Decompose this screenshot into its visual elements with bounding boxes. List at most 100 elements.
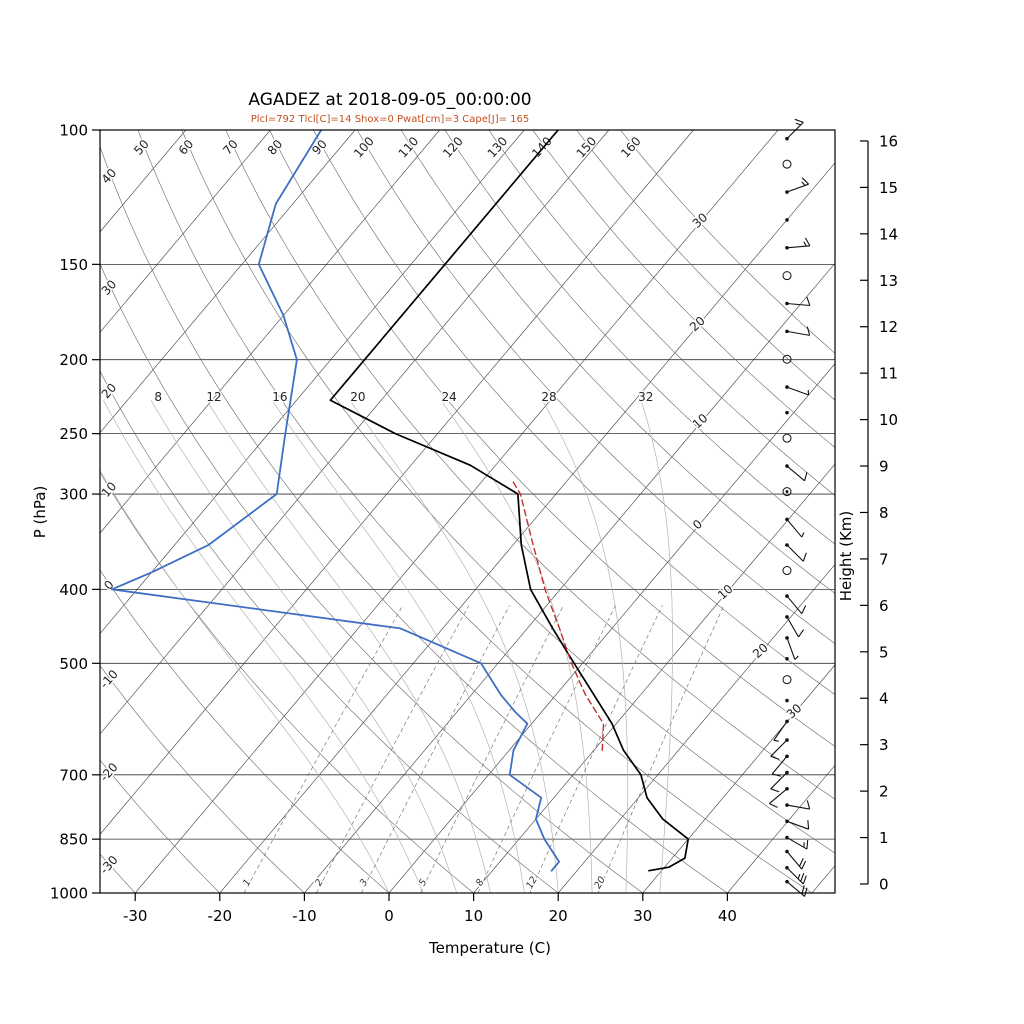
isotherm-line xyxy=(100,130,610,735)
wind-barb-shaft xyxy=(786,330,810,336)
wind-barb-shaft xyxy=(786,245,810,249)
moist-adiabat-line xyxy=(271,400,525,893)
isotherm-line xyxy=(557,563,835,893)
sounding-curves-layer xyxy=(110,130,690,872)
moist-adiabat-label: 20 xyxy=(350,390,365,404)
wind-barb-half-tick xyxy=(801,532,805,538)
calm-wind-center-dot xyxy=(785,490,789,493)
wind-barb-shaft xyxy=(786,519,803,538)
wind-barb-full-tick xyxy=(772,773,782,777)
dry-adiabat-line xyxy=(100,145,728,893)
chart-title: AGADEZ at 2018-09-05_00:00:00 xyxy=(248,90,531,110)
wind-barb-shaft xyxy=(786,183,809,193)
pressure-tick-label: 400 xyxy=(59,581,88,599)
wind-barb-full-tick xyxy=(800,872,805,882)
isotherm-line xyxy=(100,130,271,333)
mixing-ratio-line xyxy=(360,605,510,893)
wind-barb-shaft xyxy=(786,851,803,870)
wind-barb-full-tick xyxy=(770,755,780,760)
dry-adiabat-label: 130 xyxy=(485,134,511,160)
dry-adiabat-label: -20 xyxy=(97,760,121,784)
dry-adiabat-line xyxy=(269,130,835,747)
isotherm-line xyxy=(100,130,187,233)
wind-barb-full-tick xyxy=(794,118,804,123)
wind-barb-shaft xyxy=(786,881,805,897)
height-tick-label: 3 xyxy=(879,736,889,754)
dry-adiabat-line xyxy=(444,130,835,545)
calm-wind-circle xyxy=(782,433,792,443)
plot-frame xyxy=(99,129,836,894)
pressure-tick-label: 150 xyxy=(59,256,88,274)
pressure-axis-label: P (hPa) xyxy=(31,486,49,539)
moist-adiabat-label: 28 xyxy=(541,390,556,404)
moist-adiabat-label: 16 xyxy=(272,390,287,404)
height-tick-label: 4 xyxy=(879,690,889,708)
height-tick-label: 14 xyxy=(879,225,898,243)
moist-adiabat-line xyxy=(206,400,491,893)
wind-barb-shaft xyxy=(770,739,788,757)
wind-barb-shaft xyxy=(786,386,809,396)
dry-adiabat-label: 70 xyxy=(220,137,241,158)
pressure-tick-label: 1000 xyxy=(50,885,88,903)
dry-adiabat-line xyxy=(100,263,643,893)
dry-adiabat-line xyxy=(100,370,559,893)
wind-barb-shaft xyxy=(769,788,788,805)
pressure-tick-label: 250 xyxy=(59,425,88,443)
mixing-ratio-line xyxy=(243,605,404,893)
isotherm-label: 0 xyxy=(690,517,705,533)
moist-adiabat-line xyxy=(103,400,424,893)
wind-barb-shaft xyxy=(786,616,799,638)
mixing-ratio-label: 12 xyxy=(524,875,540,891)
isotherm-line xyxy=(388,363,835,893)
moist-adiabat-line xyxy=(150,400,458,893)
dry-adiabat-label: -10 xyxy=(97,667,121,691)
isotherm-label: 30 xyxy=(690,210,711,231)
dry-adiabat-line xyxy=(488,130,835,496)
wind-barb-full-tick xyxy=(769,803,778,808)
wind-barb-shaft xyxy=(786,465,805,482)
isotherm-label: 20 xyxy=(750,640,771,661)
moist-adiabat-line xyxy=(541,400,629,893)
pressure-tick-label: 100 xyxy=(59,122,88,140)
mixing-ratio-line xyxy=(316,605,470,893)
dry-adiabat-line xyxy=(100,759,221,893)
isotherm-line xyxy=(727,764,835,893)
isotherm-label: 10 xyxy=(715,582,736,603)
isotherm-line xyxy=(100,130,525,635)
wind-barb-shaft xyxy=(786,820,809,830)
height-tick-label: 15 xyxy=(879,179,898,197)
height-tick-label: 5 xyxy=(879,643,889,661)
calm-wind-circle xyxy=(782,675,792,685)
dry-adiabat-line xyxy=(225,130,835,800)
temperature-curve xyxy=(329,130,690,872)
wind-barb-base-dot xyxy=(785,656,789,661)
wind-barb-full-tick xyxy=(802,875,807,885)
isotherm-line xyxy=(100,130,356,434)
wind-barb-base-dot xyxy=(785,410,789,415)
temperature-tick-label: -10 xyxy=(292,907,317,925)
dry-adiabat-label: 60 xyxy=(176,137,197,158)
wind-barb-full-tick xyxy=(806,800,811,810)
temperature-tick-label: 20 xyxy=(549,907,568,925)
pressure-tick-label: 500 xyxy=(59,655,88,673)
moist-adiabat-label: 12 xyxy=(206,390,221,404)
wind-barb-half-tick xyxy=(797,874,801,880)
dry-adiabat-line xyxy=(532,130,835,448)
dry-adiabat-line xyxy=(100,471,474,893)
wind-barb-full-tick xyxy=(770,788,780,793)
wind-barb-shaft xyxy=(786,302,810,307)
wind-barb-full-tick xyxy=(801,177,810,185)
dry-adiabat-line xyxy=(400,130,835,594)
dry-adiabat-line xyxy=(620,130,835,354)
dry-adiabat-label: 40 xyxy=(99,166,120,187)
moist-adiabat-line xyxy=(349,399,559,893)
wind-barb-full-tick xyxy=(806,296,811,306)
wind-barb-base-dot xyxy=(785,218,789,222)
dry-adiabat-label: 20 xyxy=(99,381,120,402)
wind-barb-half-tick xyxy=(773,739,779,742)
dry-adiabat-label: 150 xyxy=(574,134,600,160)
temperature-tick-label: -30 xyxy=(123,907,148,925)
